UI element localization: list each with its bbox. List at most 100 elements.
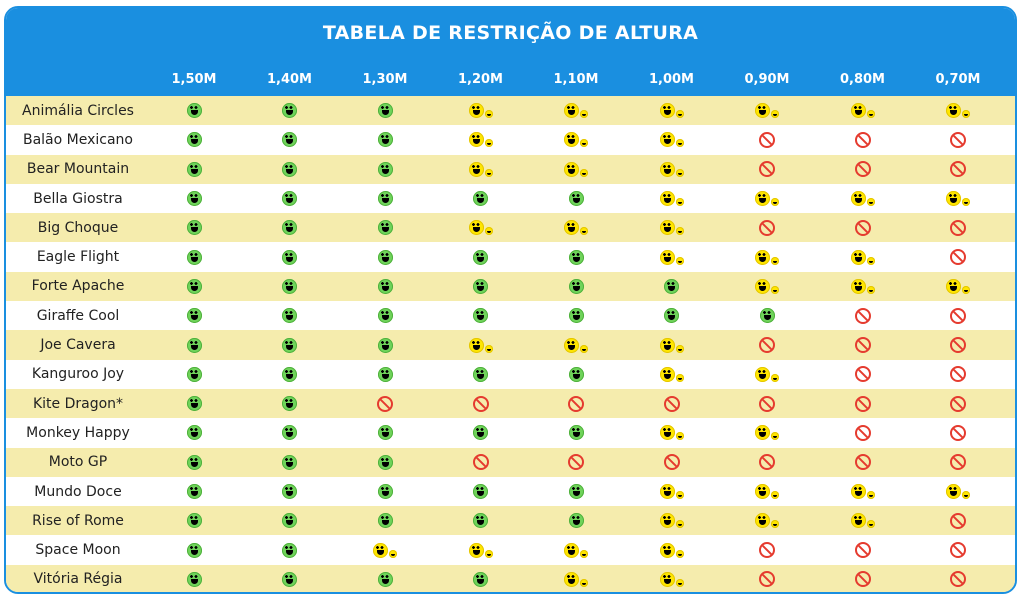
green-smile-icon bbox=[282, 513, 297, 529]
table-cell bbox=[345, 301, 425, 330]
table-cell bbox=[632, 477, 712, 506]
table-cell bbox=[154, 477, 234, 506]
column-header: 0,70M bbox=[935, 72, 981, 87]
green-smile-icon bbox=[282, 308, 297, 324]
table-cell bbox=[918, 213, 998, 242]
green-smile-icon bbox=[759, 308, 775, 324]
prohibited-icon bbox=[663, 395, 680, 412]
column-headers: 1,50M 1,40M 1,30M 1,20M 1,10M 1,00M 0,90M 0,80M… bbox=[6, 72, 1015, 92]
table-cell bbox=[918, 389, 998, 418]
yellow-smile-with-child-icon bbox=[564, 542, 588, 558]
green-smile-icon bbox=[473, 571, 488, 587]
table-cell bbox=[536, 184, 616, 213]
table-cell bbox=[345, 418, 425, 447]
adult-smile-icon bbox=[564, 542, 579, 558]
table-cell bbox=[536, 565, 616, 592]
table-cell bbox=[345, 477, 425, 506]
table-cell bbox=[536, 389, 616, 418]
column-header: 1,10M bbox=[553, 72, 599, 87]
prohibited-icon bbox=[759, 542, 775, 559]
adult-smile-icon bbox=[659, 337, 675, 353]
green-smile-icon bbox=[568, 484, 584, 499]
yellow-smile-with-child-icon bbox=[946, 484, 970, 499]
column-header: 1,00M bbox=[648, 72, 694, 87]
prohibited-icon bbox=[950, 454, 966, 471]
child-smile-icon bbox=[675, 344, 684, 353]
green-smile-icon bbox=[664, 278, 679, 294]
child-smile-icon bbox=[866, 285, 875, 294]
ride-name: Eagle Flight bbox=[36, 249, 120, 266]
table-row: Joe Cavera bbox=[6, 330, 1015, 360]
table-cell bbox=[918, 565, 998, 592]
table-cell bbox=[727, 155, 807, 184]
table-cell bbox=[536, 535, 616, 564]
table-cell bbox=[727, 330, 807, 359]
table-cell bbox=[441, 301, 521, 330]
prohibited-icon bbox=[568, 395, 584, 412]
adult-smile-icon bbox=[946, 484, 961, 499]
prohibited-icon bbox=[950, 571, 966, 588]
table-cell bbox=[441, 155, 521, 184]
green-smile-icon bbox=[473, 249, 488, 265]
prohibited-icon bbox=[854, 337, 871, 354]
table-cell bbox=[727, 272, 807, 301]
green-smile-icon bbox=[568, 308, 584, 324]
adult-smile-icon bbox=[468, 542, 484, 558]
yellow-smile-with-child-icon bbox=[850, 191, 875, 207]
table-cell bbox=[918, 96, 998, 125]
green-smile-icon bbox=[568, 191, 584, 207]
table-cell bbox=[154, 242, 234, 271]
child-smile-icon bbox=[675, 520, 684, 529]
child-smile-icon bbox=[962, 198, 970, 207]
green-smile-icon bbox=[282, 103, 297, 119]
table-cell bbox=[250, 301, 330, 330]
child-smile-icon bbox=[580, 168, 588, 177]
adult-smile-icon bbox=[755, 278, 770, 294]
adult-smile-icon bbox=[755, 191, 770, 207]
table-cell bbox=[727, 506, 807, 535]
green-smile-icon bbox=[186, 220, 202, 236]
adult-smile-icon bbox=[659, 249, 675, 265]
table-cell bbox=[250, 565, 330, 592]
table-row: Space Moon bbox=[6, 535, 1015, 565]
green-smile-icon bbox=[473, 366, 488, 382]
child-smile-icon bbox=[771, 198, 779, 207]
child-smile-icon bbox=[771, 432, 779, 441]
table-cell bbox=[345, 506, 425, 535]
adult-smile-icon bbox=[946, 191, 961, 207]
yellow-smile-with-child-icon bbox=[946, 191, 970, 207]
yellow-smile-with-child-icon bbox=[468, 132, 493, 148]
green-smile-icon bbox=[664, 308, 679, 324]
green-smile-icon bbox=[282, 542, 297, 558]
adult-smile-icon bbox=[468, 132, 484, 148]
table-cell bbox=[154, 506, 234, 535]
child-smile-icon bbox=[675, 432, 684, 441]
green-smile-icon bbox=[282, 220, 297, 236]
table-row: Monkey Happy bbox=[6, 418, 1015, 448]
prohibited-icon bbox=[854, 395, 871, 412]
child-smile-icon bbox=[771, 285, 779, 294]
ride-name: Joe Cavera bbox=[40, 337, 116, 354]
table-cell bbox=[632, 272, 712, 301]
adult-smile-icon bbox=[564, 161, 579, 177]
table-row: Kite Dragon* bbox=[6, 388, 1015, 419]
table-cell bbox=[250, 535, 330, 564]
child-smile-icon bbox=[771, 491, 779, 499]
table-cell bbox=[441, 96, 521, 125]
table-row: Rise of Rome bbox=[6, 506, 1015, 536]
adult-smile-icon bbox=[850, 513, 866, 529]
yellow-smile-with-child-icon bbox=[755, 513, 779, 529]
table-cell bbox=[154, 448, 234, 477]
child-smile-icon bbox=[675, 110, 684, 119]
table-cell bbox=[823, 330, 903, 359]
adult-smile-icon bbox=[850, 278, 866, 294]
green-smile-icon bbox=[282, 366, 297, 382]
adult-smile-icon bbox=[468, 161, 484, 177]
prohibited-icon bbox=[950, 542, 966, 559]
green-smile-icon bbox=[282, 161, 297, 177]
prohibited-icon bbox=[472, 454, 489, 471]
child-smile-icon bbox=[580, 578, 588, 587]
table-cell bbox=[345, 242, 425, 271]
prohibited-icon bbox=[759, 454, 775, 471]
adult-smile-icon bbox=[659, 571, 675, 587]
